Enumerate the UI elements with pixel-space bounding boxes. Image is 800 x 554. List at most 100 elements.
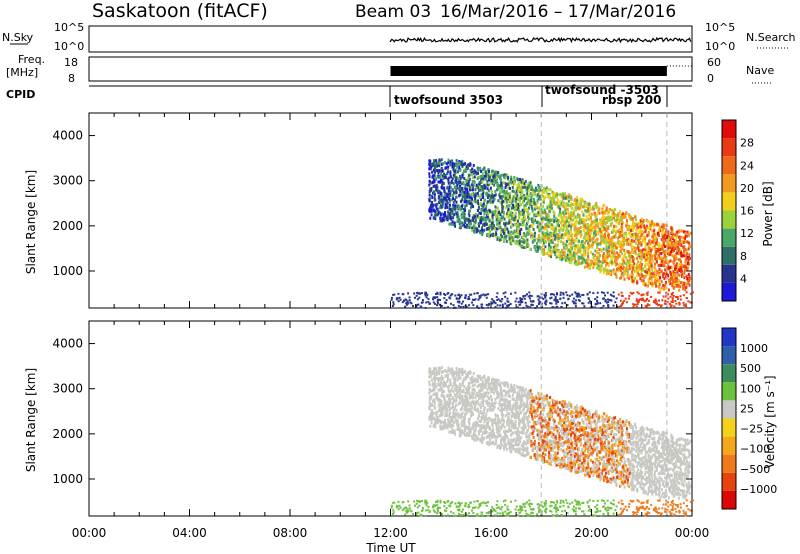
power-cell bbox=[519, 300, 522, 303]
power-cell bbox=[595, 220, 598, 224]
power-cell bbox=[452, 203, 455, 207]
power-cell bbox=[598, 211, 601, 215]
power-cell bbox=[428, 199, 431, 203]
power-cell bbox=[441, 216, 444, 220]
power-cell bbox=[586, 251, 589, 255]
power-cell bbox=[472, 304, 475, 307]
power-cell bbox=[469, 168, 472, 172]
power-cell bbox=[613, 250, 616, 254]
power-cell bbox=[585, 214, 588, 218]
power-cell bbox=[684, 240, 687, 244]
velocity-cell bbox=[514, 407, 517, 411]
power-cell bbox=[562, 241, 565, 245]
power-cell bbox=[450, 215, 453, 219]
power-cell bbox=[622, 266, 625, 270]
power-cell bbox=[519, 186, 522, 190]
velocity-cell bbox=[621, 475, 624, 479]
power-cell bbox=[452, 216, 455, 220]
colorbar-tick-label: 24 bbox=[740, 159, 754, 172]
velocity-cell bbox=[664, 446, 667, 450]
power-cell bbox=[467, 176, 470, 180]
power-cell bbox=[604, 267, 607, 271]
power-cell bbox=[571, 233, 574, 237]
power-cell bbox=[638, 268, 641, 272]
power-cell bbox=[626, 268, 629, 272]
power-cell bbox=[531, 191, 534, 195]
power-cell bbox=[433, 166, 436, 170]
power-cell bbox=[618, 232, 621, 236]
power-cell bbox=[567, 232, 570, 236]
power-cell bbox=[625, 269, 628, 273]
power-cell bbox=[607, 240, 610, 244]
power-cell bbox=[510, 234, 513, 238]
power-cell bbox=[595, 233, 598, 237]
power-cell bbox=[658, 273, 661, 277]
power-cell bbox=[676, 271, 679, 275]
cpid-entry-2: twofsound -3503 bbox=[545, 83, 659, 97]
power-cell bbox=[587, 241, 590, 245]
power-cell bbox=[513, 208, 516, 212]
power-cell bbox=[654, 275, 657, 279]
power-cell bbox=[446, 172, 449, 176]
power-cell bbox=[620, 291, 623, 294]
power-cell bbox=[434, 174, 437, 178]
power-cell bbox=[687, 257, 690, 261]
power-cell bbox=[619, 299, 622, 302]
power-cell bbox=[631, 248, 634, 252]
power-cell bbox=[613, 208, 616, 212]
power-cell bbox=[503, 189, 506, 193]
power-cell bbox=[563, 233, 566, 237]
power-cell bbox=[530, 186, 533, 190]
power-cell bbox=[440, 179, 443, 183]
power-cell bbox=[515, 188, 518, 192]
power-cell bbox=[442, 199, 445, 203]
power-cell bbox=[439, 298, 442, 301]
freq-label-2: [MHz] bbox=[6, 66, 38, 79]
power-cell bbox=[689, 301, 692, 304]
power-cell bbox=[648, 268, 651, 272]
velocity-cell bbox=[533, 415, 536, 419]
power-cell bbox=[464, 162, 467, 166]
power-cell bbox=[614, 259, 617, 263]
power-cell bbox=[649, 260, 652, 264]
power-cell bbox=[661, 299, 664, 302]
power-cell bbox=[433, 164, 436, 168]
power-cell bbox=[493, 227, 496, 231]
power-cell bbox=[439, 175, 442, 179]
power-cell bbox=[584, 234, 587, 238]
power-cell bbox=[688, 256, 691, 260]
velocity-cell bbox=[538, 434, 541, 438]
power-cell bbox=[476, 166, 479, 170]
power-cell bbox=[637, 260, 640, 264]
power-cell bbox=[495, 170, 498, 174]
power-cell bbox=[660, 252, 663, 256]
power-cell bbox=[610, 251, 613, 255]
power-cell bbox=[560, 306, 563, 309]
power-cell bbox=[527, 217, 530, 221]
power-cell bbox=[510, 178, 513, 182]
power-cell bbox=[612, 261, 615, 265]
power-cell bbox=[605, 216, 608, 220]
power-cell bbox=[506, 204, 509, 208]
power-cell bbox=[523, 199, 526, 203]
power-cell bbox=[683, 265, 686, 269]
power-cell bbox=[526, 210, 529, 214]
power-cell bbox=[639, 256, 642, 260]
power-cell bbox=[621, 229, 624, 233]
power-cell bbox=[588, 211, 591, 215]
velocity-cell bbox=[653, 470, 656, 474]
power-cell bbox=[445, 217, 448, 221]
power-cell bbox=[667, 232, 670, 236]
power-cell bbox=[437, 196, 440, 200]
power-cell bbox=[475, 185, 478, 189]
power-cell bbox=[684, 288, 687, 292]
power-cell bbox=[644, 283, 647, 287]
power-cell bbox=[677, 273, 680, 277]
power-cell bbox=[640, 269, 643, 273]
power-cell bbox=[642, 235, 645, 239]
power-cell bbox=[516, 186, 519, 190]
power-cell bbox=[581, 256, 584, 260]
power-cell bbox=[640, 267, 643, 271]
power-cell bbox=[683, 236, 686, 240]
power-cell bbox=[622, 301, 625, 304]
